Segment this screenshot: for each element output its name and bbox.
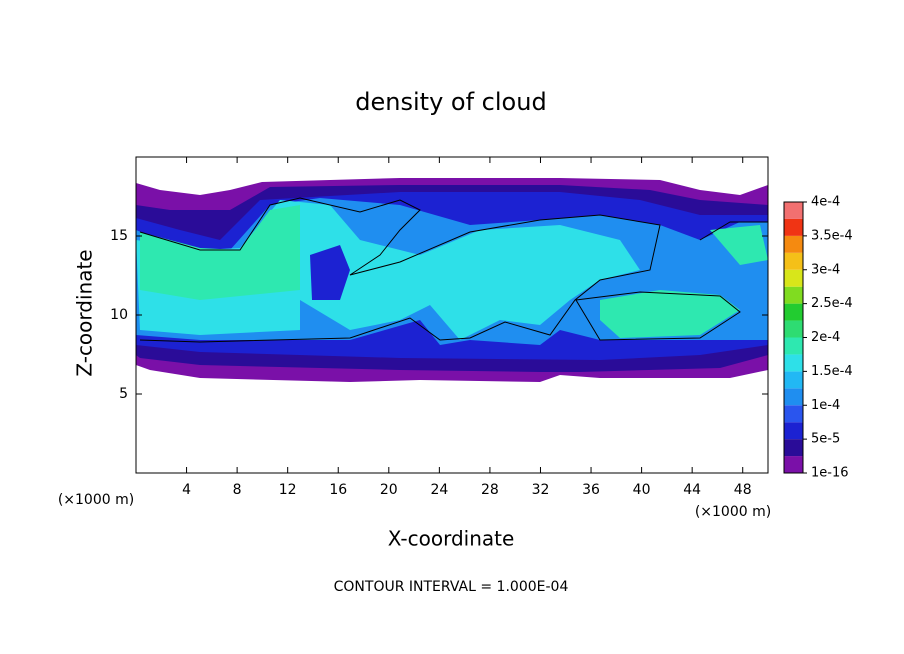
- x-tick-label: 36: [582, 482, 600, 498]
- x-tick-label: 44: [683, 482, 701, 498]
- contour-field: [136, 178, 768, 382]
- colorbar-band: [784, 422, 803, 440]
- colorbar-band: [784, 218, 803, 236]
- y-axis-label: Z-coordinate: [73, 249, 97, 376]
- x-tick-label: 12: [279, 482, 297, 498]
- colorbar-band: [784, 456, 803, 473]
- colorbar-label: 4e-4: [811, 195, 840, 210]
- contour-line: [139, 197, 661, 343]
- x-tick-label: 8: [233, 482, 242, 498]
- y-tick-label: 5: [119, 386, 128, 402]
- x-tick-label: 40: [633, 482, 651, 498]
- colorbar-band: [784, 388, 803, 406]
- colorbar-label: 2.5e-4: [811, 296, 853, 311]
- contour-line: [575, 291, 741, 341]
- colorbar-band: [784, 337, 803, 355]
- colorbar-band: [784, 303, 803, 321]
- y-tick-label: 15: [110, 228, 128, 244]
- x-tick-label: 48: [734, 482, 752, 498]
- colorbar-band: [784, 252, 803, 270]
- colorbar-band: [784, 286, 803, 304]
- x-tick-label: 32: [532, 482, 550, 498]
- colorbar-label: 1.5e-4: [811, 364, 853, 379]
- x-tick-label: 4: [182, 482, 191, 498]
- colorbar-label: 2e-4: [811, 330, 840, 345]
- colorbar-band: [784, 371, 803, 389]
- contour-band: [600, 290, 740, 338]
- colorbar-band: [784, 235, 803, 253]
- x-tick-label: 16: [329, 482, 347, 498]
- colorbar-label: 3.5e-4: [811, 228, 853, 243]
- x-tick-label: 20: [380, 482, 398, 498]
- y-tick-label: 10: [110, 307, 128, 323]
- colorbar-band: [784, 405, 803, 423]
- x-axis-label: X-coordinate: [388, 527, 515, 551]
- footnote: CONTOUR INTERVAL = 1.000E-04: [334, 579, 569, 595]
- colorbar-band: [784, 269, 803, 287]
- colorbar-band: [784, 439, 803, 457]
- colorbar-band: [784, 354, 803, 372]
- contour-band: [310, 245, 350, 300]
- contour-band: [710, 225, 768, 265]
- colorbar-band: [784, 320, 803, 338]
- x-tick-label: 24: [430, 482, 448, 498]
- chart-title: density of cloud: [355, 88, 546, 116]
- contour-line: [699, 221, 768, 241]
- x-tick-label: 28: [481, 482, 499, 498]
- x-unit-label: (×1000 m): [695, 504, 771, 520]
- colorbar-band: [784, 202, 803, 219]
- colorbar-label: 1e-4: [811, 398, 840, 413]
- colorbar-label: 3e-4: [811, 262, 840, 277]
- colorbar-label: 5e-5: [811, 432, 840, 447]
- colorbar-label: 1e-16: [811, 466, 849, 481]
- y-unit-label: (×1000 m): [58, 492, 134, 508]
- contour-band: [140, 205, 300, 300]
